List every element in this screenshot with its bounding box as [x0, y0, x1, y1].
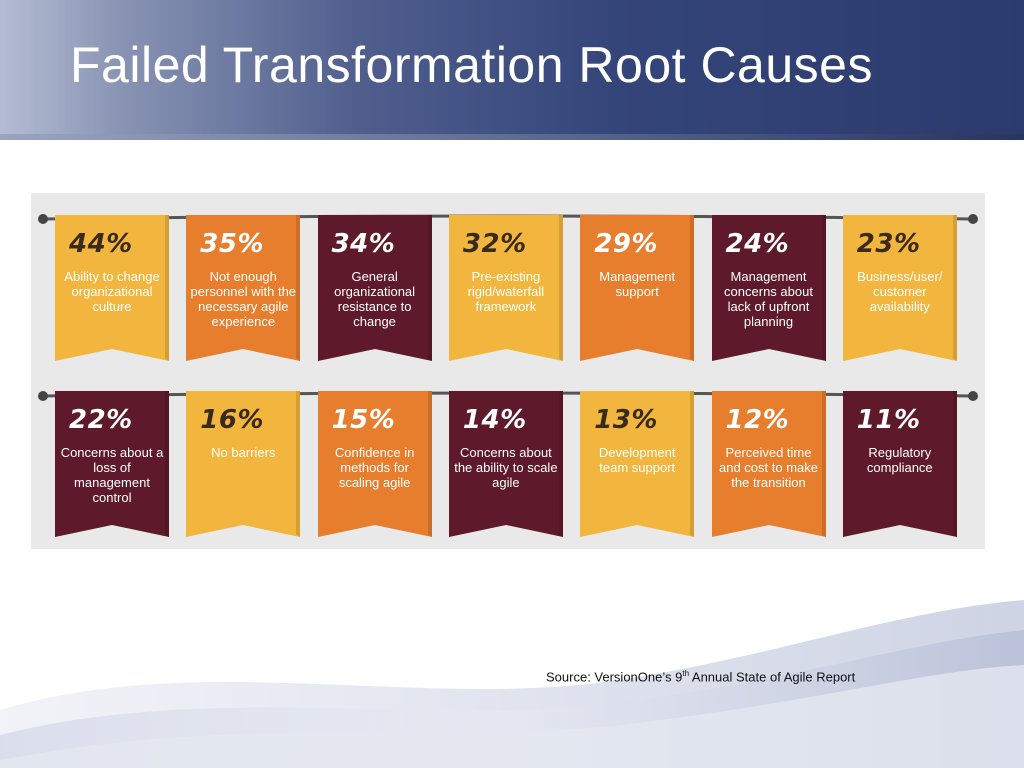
flag-label: Business/user/ customer availability — [857, 269, 943, 314]
flag-percent: 22% — [69, 405, 133, 435]
decorative-swoosh — [0, 600, 1024, 768]
flag-percent: 13% — [594, 405, 658, 435]
flag-44-percent: 44% Ability to change organizational cult… — [55, 215, 169, 361]
flag-16-percent: 16% No barriers — [186, 391, 301, 537]
infographic-panel: 44% Ability to change organizational cult… — [31, 193, 985, 549]
flag-11-percent: 11% Regulatory compliance — [842, 391, 957, 537]
source-citation: Source: VersionOne’s 9th Annual State of… — [546, 669, 855, 684]
source-text: Source: VersionOne’s 9 — [546, 669, 683, 685]
flag-percent: 14% — [462, 405, 527, 435]
flag-percent: 24% — [725, 229, 790, 259]
source-superscript: th — [682, 669, 690, 678]
flag-shape — [580, 391, 695, 537]
source-text-end: Annual State of Agile Report — [689, 669, 856, 685]
flag-shape — [317, 391, 432, 537]
flag-percent: 23% — [856, 229, 921, 259]
flag-label: Ability to change organizational culture — [64, 269, 160, 314]
flag-percent: 44% — [69, 229, 133, 259]
flag-23-percent: 23% Business/user/ customer availability — [842, 215, 957, 361]
flag-label: Management concerns about lack of upfron… — [724, 269, 813, 329]
flag-percent: 32% — [462, 229, 527, 259]
flag-percent: 29% — [594, 229, 658, 259]
rope-peg-top-right — [968, 214, 978, 224]
flag-22-percent: 22% Concerns about a loss of management c… — [55, 391, 169, 537]
flag-percent: 16% — [200, 405, 265, 435]
flag-percent: 11% — [856, 405, 921, 435]
flag-shape — [842, 215, 957, 361]
flag-label: General organizational resistance to cha… — [334, 269, 416, 329]
flag-shape — [842, 391, 957, 537]
flag-label: Pre-existing rigid/waterfall framework — [467, 269, 545, 314]
flag-percent: 15% — [331, 405, 396, 435]
flag-29-percent: 29% Management support — [580, 215, 695, 361]
flag-label: Concerns about a loss of management cont… — [60, 445, 164, 505]
flag-32-percent: 32% Pre-existing rigid/waterfall framewor… — [448, 215, 563, 361]
flag-label: Confidence in methods for scaling agile — [334, 445, 415, 490]
flag-24-percent: 24% Management concerns about lack of upf… — [711, 215, 826, 361]
flag-13-percent: 13% Development team support — [580, 391, 695, 537]
flag-percent: 12% — [725, 405, 790, 435]
rope-peg-top-left — [38, 214, 48, 224]
flag-percent: 35% — [200, 229, 265, 259]
flag-percent: 34% — [331, 229, 396, 259]
rope-peg-bottom-left — [38, 391, 48, 401]
flag-15-percent: 15% Confidence in methods for scaling agi… — [317, 391, 432, 537]
flag-shape — [55, 215, 169, 361]
flag-label: No barriers — [211, 445, 276, 460]
flag-shape — [55, 391, 169, 537]
flag-12-percent: 12% Perceived time and cost to make the t… — [711, 391, 826, 537]
flag-shape — [711, 391, 826, 537]
flag-label: Perceived time and cost to make the tran… — [719, 445, 818, 490]
flag-shape — [448, 391, 563, 537]
rope-peg-bottom-right — [968, 391, 978, 401]
flag-shape — [448, 215, 563, 361]
flag-label: Not enough personnel with the necessary … — [190, 269, 297, 329]
flag-shape — [186, 215, 301, 361]
flag-shape — [186, 391, 301, 537]
flag-label: Management support — [599, 269, 676, 299]
flag-shape — [580, 215, 695, 361]
flag-shape — [317, 215, 432, 361]
flag-label: Development team support — [598, 445, 676, 475]
page-title: Failed Transformation Root Causes — [70, 37, 873, 93]
title-bar: Failed Transformation Root Causes — [0, 0, 1024, 140]
flag-34-percent: 34% General organizational resistance to … — [317, 215, 432, 361]
flag-label: Regulatory compliance — [866, 445, 933, 475]
flag-label: Concerns about the ability to scale agil… — [454, 445, 558, 490]
flag-shape — [711, 215, 826, 361]
flag-35-percent: 35% Not enough personnel with the necessa… — [186, 215, 301, 361]
flag-14-percent: 14% Concerns about the ability to scale a… — [448, 391, 563, 537]
